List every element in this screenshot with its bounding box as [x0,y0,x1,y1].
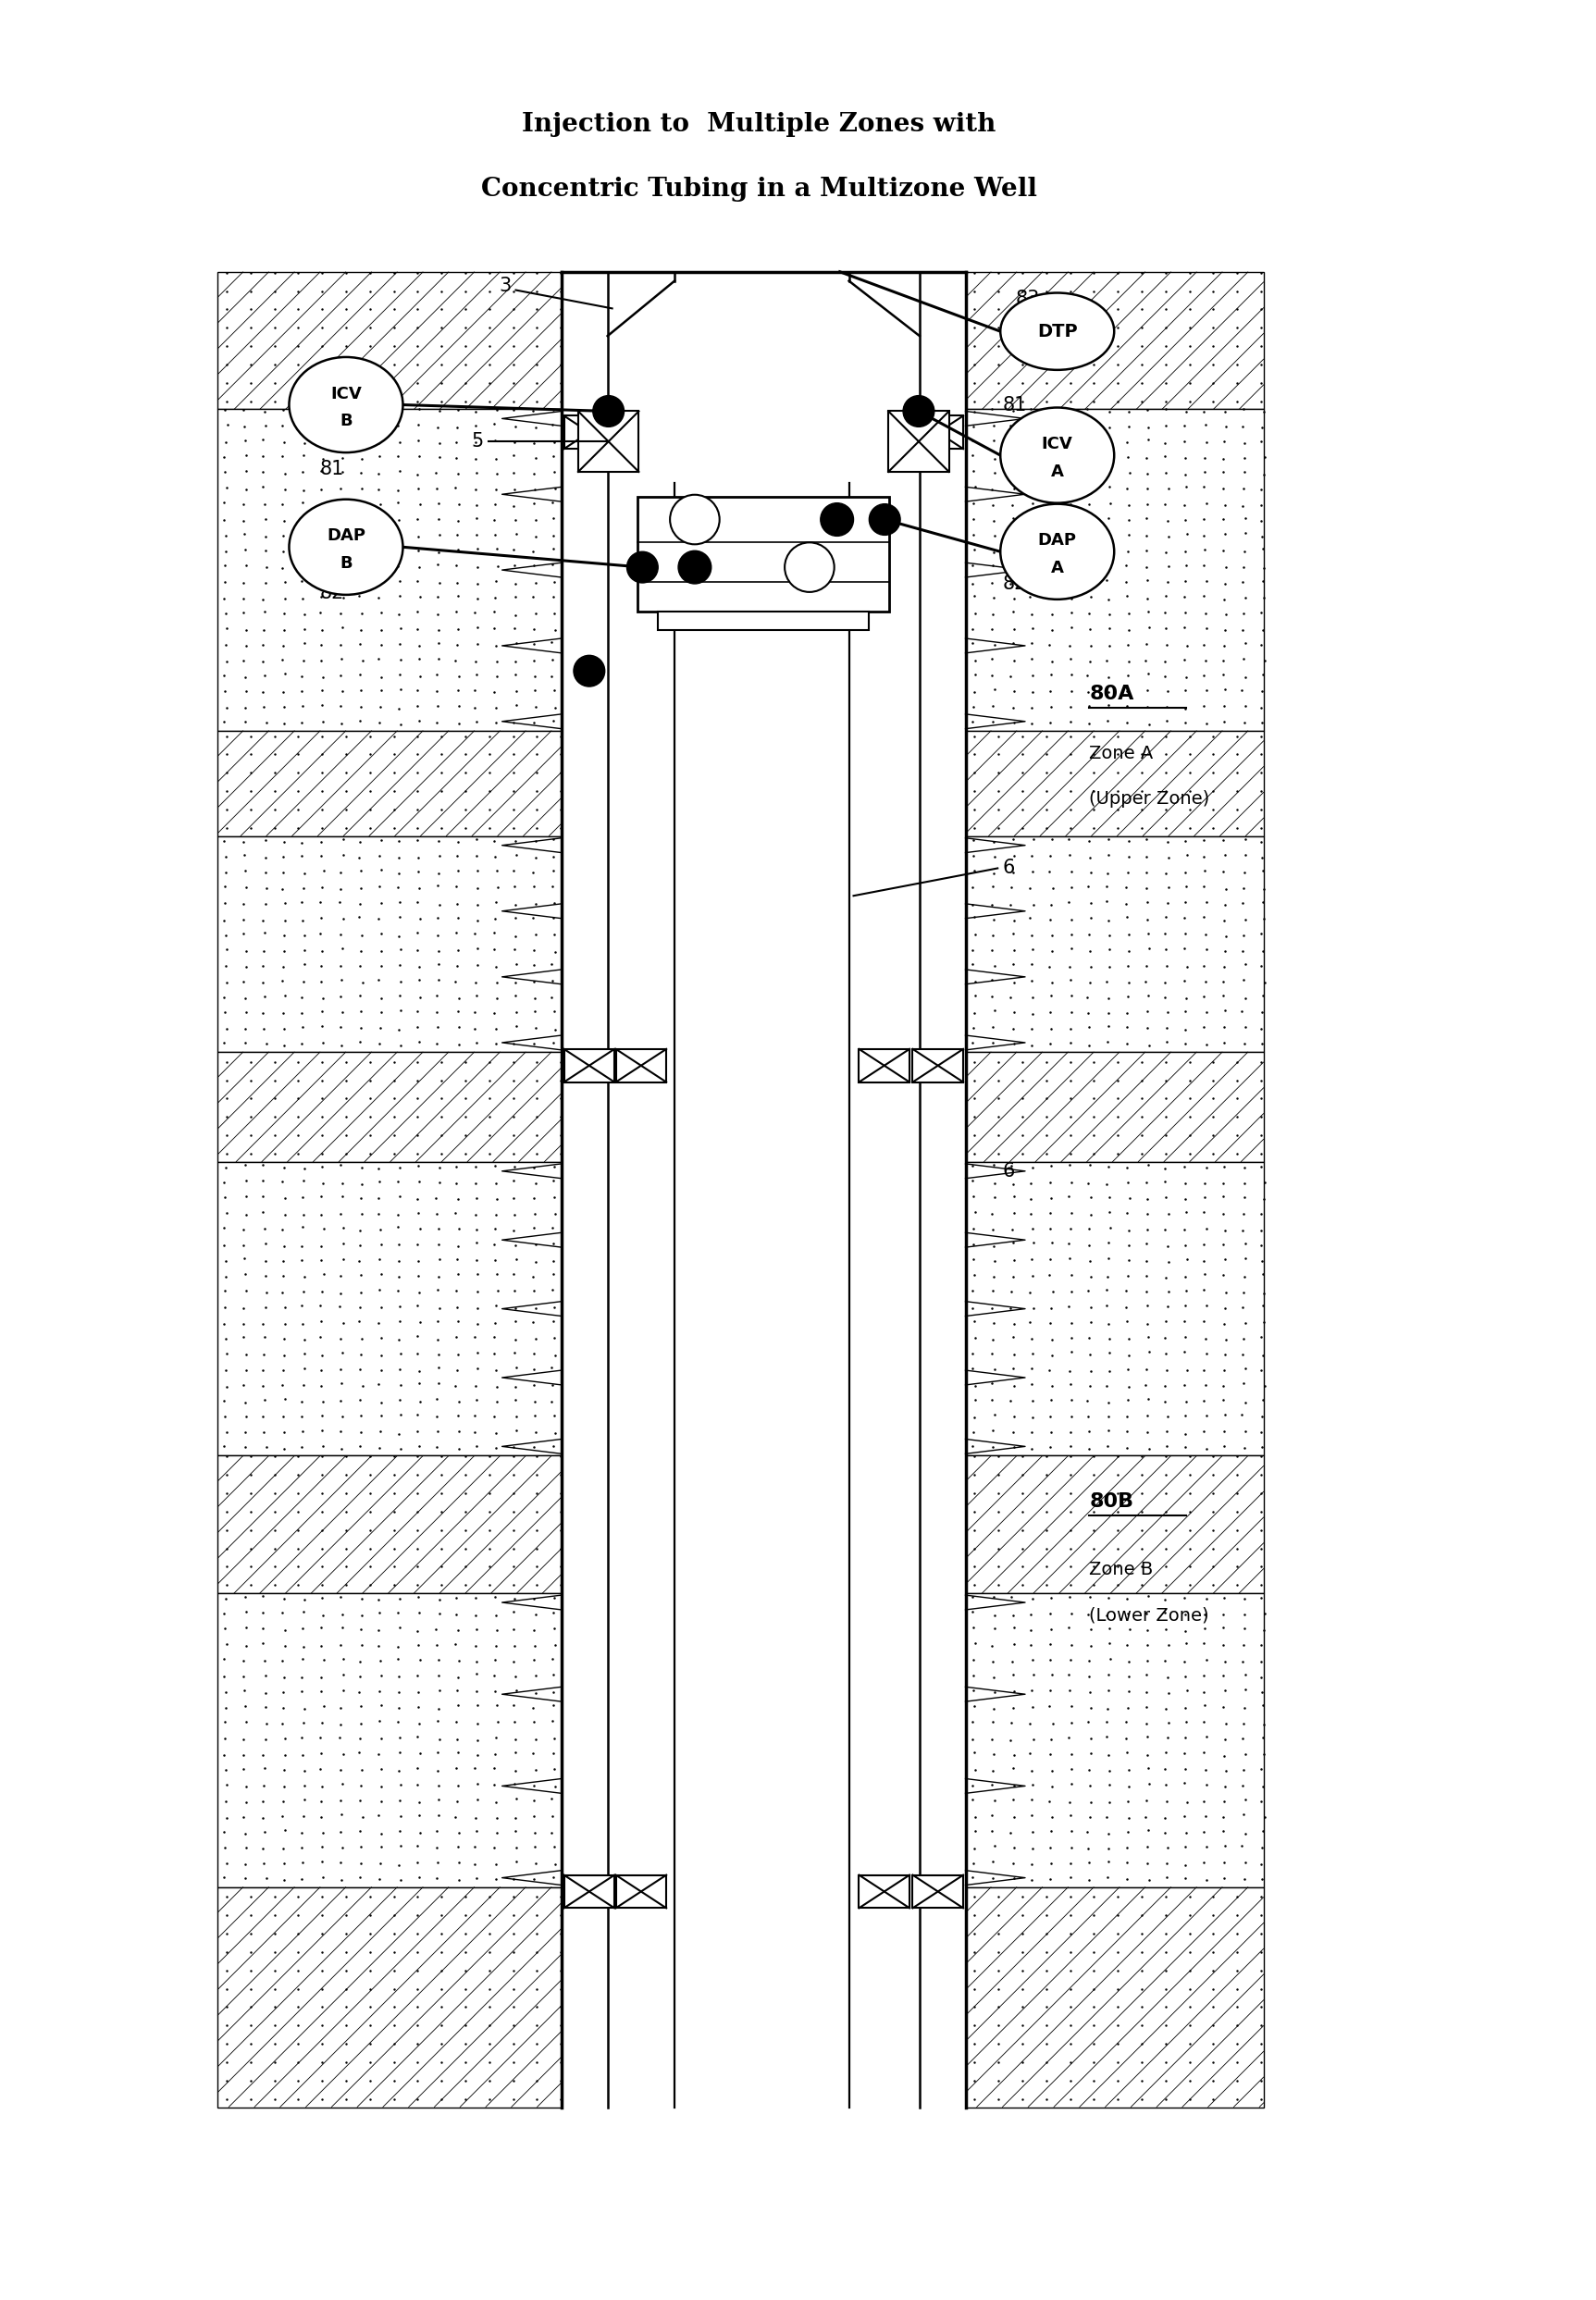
Bar [217,1456,562,1594]
Text: (Upper Zone): (Upper Zone) [1090,791,1210,807]
Ellipse shape [1001,504,1114,600]
Circle shape [785,543,835,591]
Bar [913,1874,964,1909]
Text: Zone B: Zone B [1090,1562,1154,1578]
Text: DTP: DTP [1037,322,1077,340]
Text: Concentric Tubing in a Multizone Well: Concentric Tubing in a Multizone Well [480,177,1037,202]
Text: 81: 81 [321,460,345,478]
Circle shape [678,550,712,584]
Text: ICV: ICV [330,386,362,402]
Bar [217,1162,562,1456]
Text: 80A: 80A [1090,685,1135,704]
Circle shape [627,552,658,582]
Bar [563,1874,614,1909]
Text: 80B: 80B [1090,1493,1133,1511]
Ellipse shape [1001,407,1114,504]
Bar [966,1594,1264,1886]
Text: B: B [340,414,353,430]
Circle shape [820,504,854,536]
Text: A: A [1050,559,1063,577]
Bar [966,1162,1264,1456]
Bar [966,1886,1264,2107]
Text: A: A [1050,465,1063,481]
Bar [563,416,614,449]
Circle shape [573,656,605,685]
Bar [562,271,966,2107]
Text: 82: 82 [321,584,345,603]
Ellipse shape [289,499,402,596]
Bar [966,1051,1264,1162]
Text: 6: 6 [1002,1162,1015,1180]
Bar [563,1049,614,1081]
Bar [217,1886,562,2107]
Bar [966,409,1264,731]
Circle shape [592,396,624,428]
Bar [217,1594,562,1886]
Text: B: B [340,554,353,573]
Text: Injection to  Multiple Zones with: Injection to Multiple Zones with [522,113,996,138]
Bar [966,837,1264,1051]
Circle shape [670,494,720,545]
Text: 81: 81 [1002,396,1026,414]
Text: 5: 5 [471,432,484,451]
Bar [913,1049,964,1081]
Text: 82: 82 [1002,575,1026,593]
Text: 6: 6 [1002,858,1015,879]
Bar [578,412,638,471]
Bar [217,837,562,1051]
Bar [217,409,562,731]
Text: ICV: ICV [1042,437,1073,453]
Text: 3: 3 [500,276,511,294]
Text: Zone A: Zone A [1090,745,1154,761]
Bar [966,731,1264,837]
Bar [638,497,889,612]
Bar [658,612,870,630]
Text: DAP: DAP [1037,531,1077,550]
Bar [859,1874,910,1909]
Bar [966,271,1264,409]
Bar [966,1456,1264,1594]
Text: DAP: DAP [327,527,365,545]
Text: (Lower Zone): (Lower Zone) [1090,1608,1210,1624]
Bar [913,416,964,449]
Ellipse shape [1001,292,1114,370]
Bar [859,1049,910,1081]
Circle shape [870,504,900,536]
Bar [889,412,950,471]
Bar [217,271,562,409]
Ellipse shape [289,356,402,453]
Text: 83: 83 [1017,290,1041,308]
Bar [616,1049,666,1081]
Bar [217,731,562,837]
Bar [616,1874,666,1909]
Circle shape [903,396,934,428]
Bar [217,1051,562,1162]
